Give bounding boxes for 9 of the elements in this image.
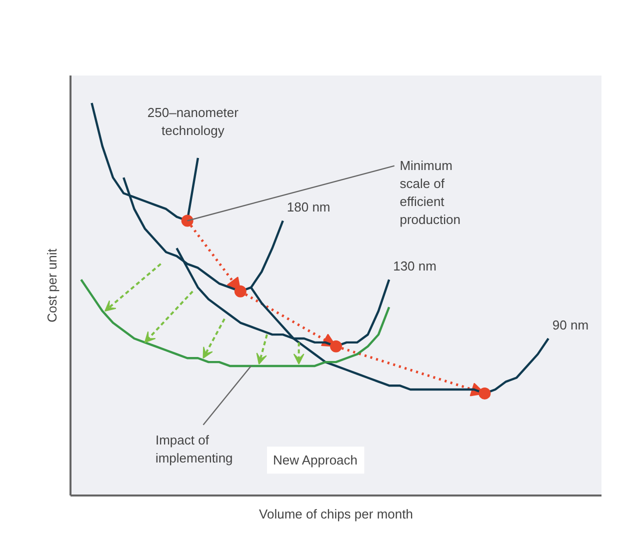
text: 250–nanometer technology xyxy=(147,104,240,138)
y-axis-title: Cost per unit xyxy=(44,248,60,322)
series-label: 130 nm xyxy=(393,258,436,274)
annotation: Impact of implementing xyxy=(155,432,233,466)
series-label: 180 nm xyxy=(286,200,330,215)
series-label: 90 nm xyxy=(552,317,589,332)
annotation: Minimum scale of efficient production xyxy=(400,158,460,227)
annotation: New Approach xyxy=(272,452,358,468)
x-axis-title: Volume of chips per month xyxy=(259,506,413,522)
